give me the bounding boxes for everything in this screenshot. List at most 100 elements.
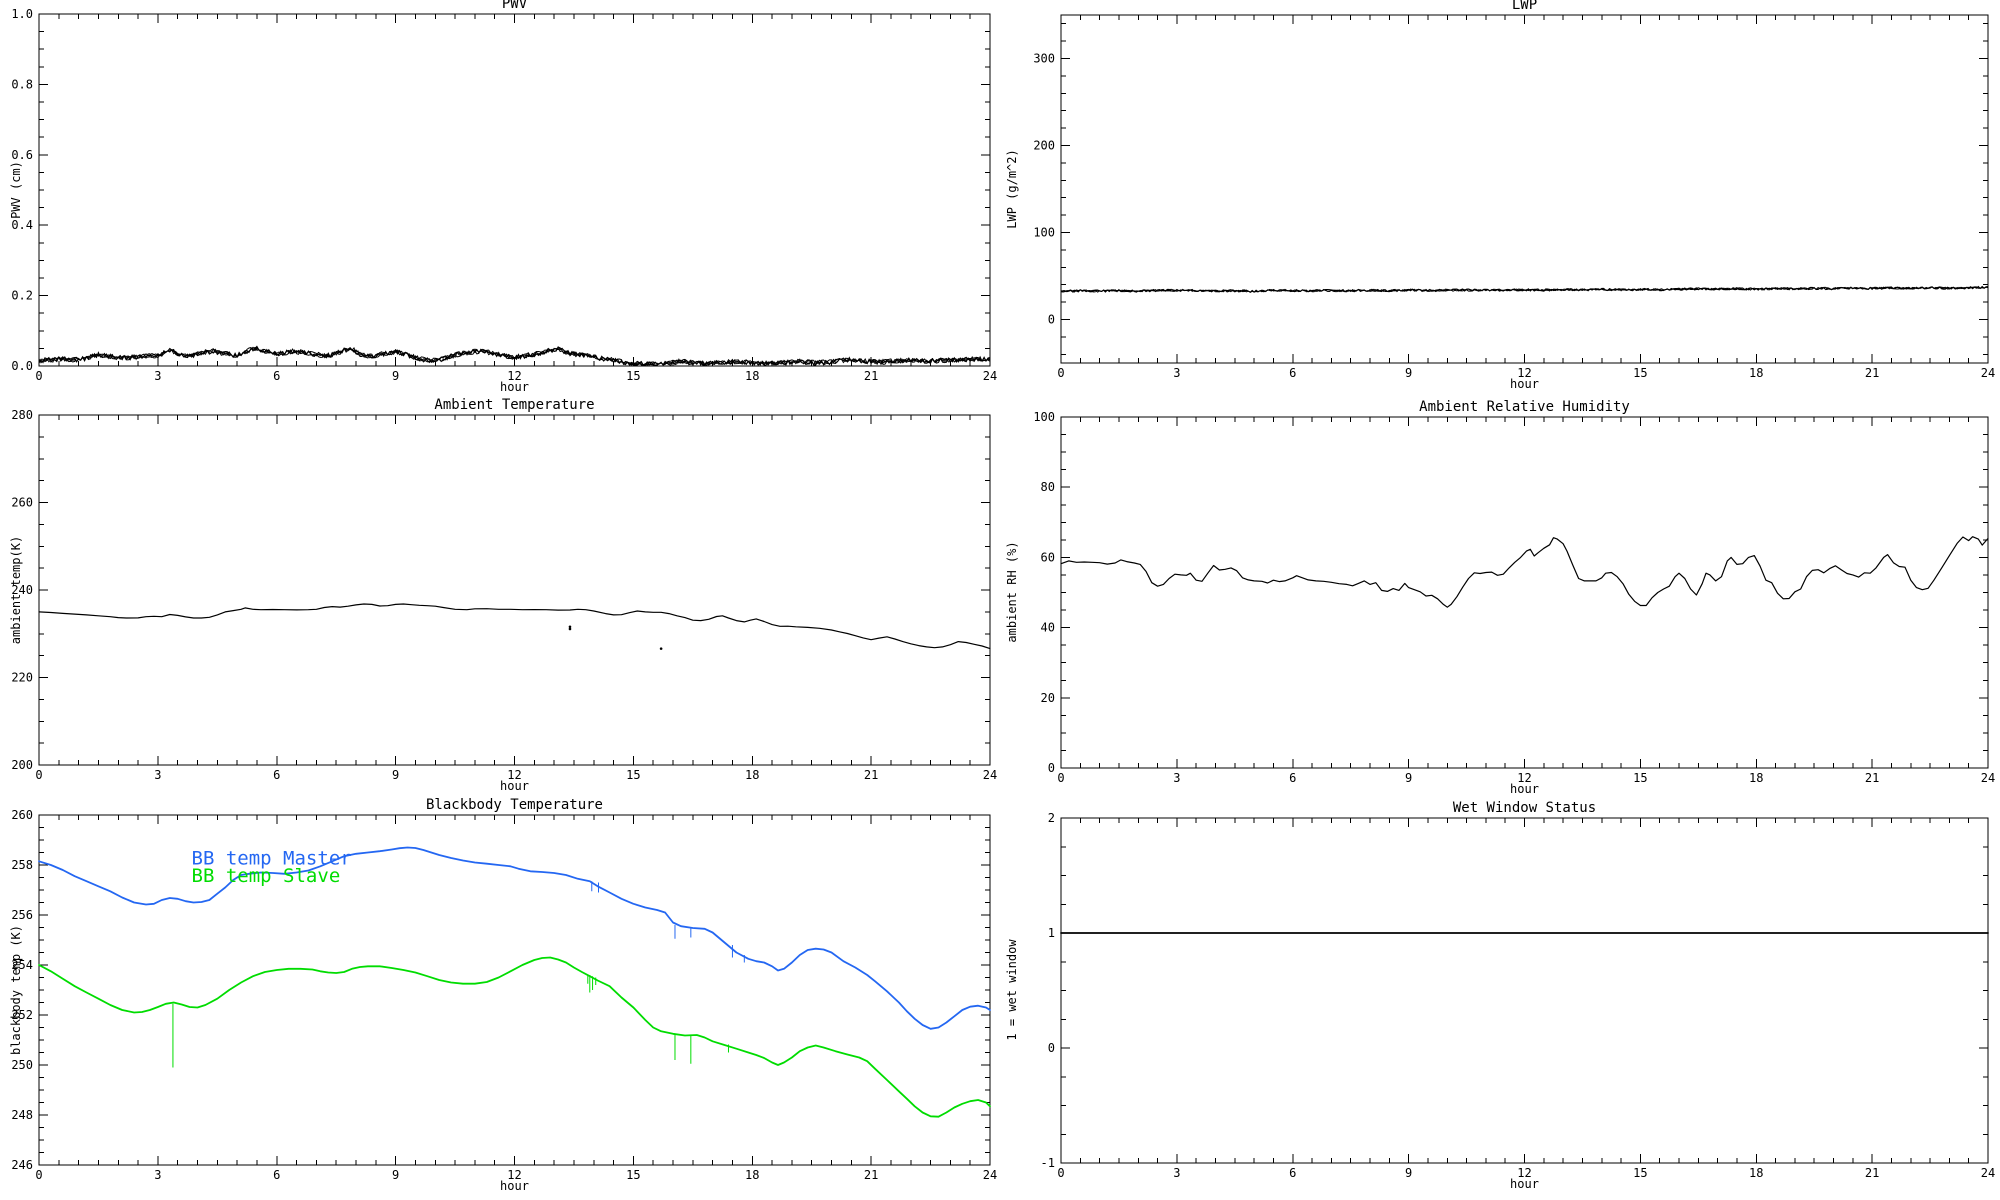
x-tick-label: 24 — [983, 768, 997, 782]
x-tick-label: 6 — [1289, 1166, 1296, 1180]
pwv-yaxis-label: PWV (cm) — [9, 161, 23, 219]
legend-bb-temp-slave: BB temp Slave — [192, 865, 341, 887]
series-pwv — [38, 346, 991, 367]
pwv-title: PWV — [501, 0, 528, 12]
x-tick-label: 15 — [1633, 366, 1647, 380]
x-tick-label: 15 — [1633, 771, 1647, 785]
outlier-dot — [568, 627, 572, 631]
x-tick-label: 6 — [273, 768, 280, 782]
y-tick-label: 80 — [1041, 480, 1055, 494]
x-tick-label: 18 — [1749, 1166, 1763, 1180]
ambient-rh-title: Ambient Relative Humidity — [1419, 399, 1630, 415]
y-tick-label: 260 — [11, 496, 33, 510]
x-tick-label: 0 — [35, 768, 42, 782]
blackbody-temperature-title: Blackbody Temperature — [425, 797, 603, 813]
y-tick-label: 280 — [11, 408, 33, 422]
blackbody-temperature-panel: 0 3 6 9 12 15 18 21 24 246 248 250 252 254 256 258 260 BB… — [0, 797, 1000, 1200]
ambient-temperature-plot: 0 3 6 9 12 15 18 21 24 200 220 240 260 280 — [11, 408, 997, 782]
x-tick-label: 0 — [35, 369, 42, 383]
y-tick-label: 220 — [11, 671, 33, 685]
x-tick-label: 12 — [1517, 1166, 1531, 1180]
x-tick-label: 15 — [626, 1168, 640, 1182]
x-tick-label: 18 — [745, 1168, 759, 1182]
x-tick-label: 9 — [1405, 366, 1412, 380]
y-tick-label: 254 — [11, 958, 33, 972]
y-tick-label: 0.2 — [11, 289, 33, 303]
x-tick-label: 6 — [1289, 366, 1296, 380]
x-tick-label: 3 — [154, 1168, 161, 1182]
y-tick-label: 0.4 — [11, 218, 33, 232]
x-tick-label: 0 — [1057, 1166, 1064, 1180]
y-tick-label: 248 — [11, 1108, 33, 1122]
x-tick-label: 9 — [1405, 1166, 1412, 1180]
y-tick-label: 20 — [1041, 691, 1055, 705]
y-tick-label: 256 — [11, 908, 33, 922]
y-tick-label: 0 — [1048, 761, 1055, 775]
y-tick-label: 258 — [11, 858, 33, 872]
x-tick-label: 12 — [507, 1168, 521, 1182]
outlier-dot — [568, 625, 572, 629]
y-tick-label: 252 — [11, 1008, 33, 1022]
x-tick-label: 12 — [1517, 366, 1531, 380]
x-tick-label: 18 — [745, 369, 759, 383]
x-tick-label: 15 — [626, 369, 640, 383]
x-tick-label: 3 — [154, 369, 161, 383]
series-ambient RH — [1060, 536, 1989, 608]
x-tick-label: 9 — [392, 369, 399, 383]
pwv-xaxis-label: hour — [500, 380, 529, 394]
y-tick-label: 0 — [1048, 1041, 1055, 1055]
wet-window-status-xaxis-label: hour — [1510, 1177, 1539, 1191]
x-tick-label: 18 — [1749, 366, 1763, 380]
y-tick-label: 40 — [1041, 621, 1055, 635]
ambient-temperature-panel: 0 3 6 9 12 15 18 21 24 200 220 240 260 280 Ambient Te… — [0, 397, 1000, 800]
y-tick-label: 0 — [1048, 313, 1055, 327]
ambient-rh-panel: 0 3 6 9 12 15 18 21 24 0 20 40 60 80 100 Ambient Relat… — [1000, 399, 2000, 800]
lwp-title: LWP — [1511, 0, 1538, 13]
x-tick-label: 15 — [1633, 1166, 1647, 1180]
x-tick-label: 9 — [1405, 771, 1412, 785]
x-tick-label: 15 — [626, 768, 640, 782]
y-tick-label: 240 — [11, 583, 33, 597]
series-lwp — [1060, 286, 1989, 293]
lwp-panel: 0 3 6 9 12 15 18 21 24 0 100 200 300 LWP hour LWP (g… — [1000, 0, 2000, 400]
y-tick-label: 200 — [1033, 139, 1055, 153]
y-tick-label: 2 — [1048, 811, 1055, 825]
x-tick-label: 21 — [1865, 771, 1879, 785]
x-tick-label: 24 — [1981, 366, 1995, 380]
lwp-yaxis-label: LWP (g/m^2) — [1005, 149, 1019, 229]
x-tick-label: 3 — [1173, 771, 1180, 785]
x-tick-label: 0 — [1057, 771, 1064, 785]
x-tick-label: 6 — [273, 1168, 280, 1182]
y-tick-label: -1 — [1041, 1156, 1055, 1170]
y-tick-label: 1.0 — [11, 7, 33, 21]
y-tick-label: 100 — [1033, 226, 1055, 240]
x-tick-label: 24 — [1981, 1166, 1995, 1180]
y-tick-label: 200 — [11, 758, 33, 772]
y-tick-label: 1 — [1048, 926, 1055, 940]
blackbody-temperature-yaxis-label: blackbody temp (K) — [9, 924, 23, 1056]
x-tick-label: 9 — [392, 1168, 399, 1182]
wet-window-status-panel: 0 3 6 9 12 15 18 21 24 -1 0 1 2 Wet Window Status ho… — [1000, 800, 2000, 1200]
x-tick-label: 12 — [507, 768, 521, 782]
x-tick-label: 21 — [864, 768, 878, 782]
x-tick-label: 12 — [1517, 771, 1531, 785]
y-tick-label: 0.6 — [11, 148, 33, 162]
y-tick-label: 300 — [1033, 52, 1055, 66]
y-tick-label: 0.8 — [11, 77, 33, 91]
ambient-temperature-xaxis-label: hour — [500, 779, 529, 793]
x-tick-label: 21 — [864, 369, 878, 383]
blackbody-temperature-plot: 0 3 6 9 12 15 18 21 24 246 248 250 252 254 256 258 260 BB… — [11, 808, 997, 1182]
y-tick-label: 60 — [1041, 550, 1055, 564]
x-tick-label: 18 — [745, 768, 759, 782]
wet-window-status-yaxis-label: 1 = wet window — [1005, 939, 1019, 1041]
x-tick-label: 21 — [1865, 1166, 1879, 1180]
y-tick-label: 246 — [11, 1158, 33, 1172]
y-tick-label: 260 — [11, 808, 33, 822]
y-tick-label: 0.0 — [11, 359, 33, 373]
outlier-dot — [659, 647, 663, 650]
x-tick-label: 3 — [1173, 1166, 1180, 1180]
x-tick-label: 3 — [1173, 366, 1180, 380]
pwv-panel: 0 3 6 9 12 15 18 21 24 0.0 0.2 0.4 0.6 0.8 1.0 PWV hou… — [0, 0, 1000, 400]
